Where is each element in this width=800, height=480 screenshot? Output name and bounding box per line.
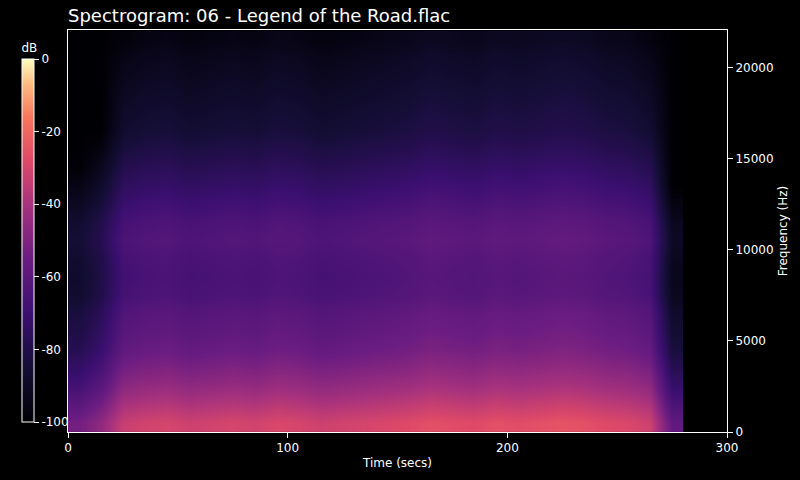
svg-text:dB: dB bbox=[21, 41, 37, 55]
svg-text:300: 300 bbox=[716, 441, 739, 455]
svg-text:0: 0 bbox=[64, 441, 72, 455]
svg-text:-20: -20 bbox=[41, 125, 61, 139]
svg-text:-100: -100 bbox=[41, 415, 68, 429]
svg-text:15000: 15000 bbox=[735, 152, 773, 166]
svg-text:Spectrogram: 06 - Legend of th: Spectrogram: 06 - Legend of the Road.fla… bbox=[68, 5, 450, 26]
svg-text:-80: -80 bbox=[41, 343, 61, 357]
svg-text:20000: 20000 bbox=[735, 61, 773, 75]
svg-text:10000: 10000 bbox=[735, 243, 773, 257]
svg-text:100: 100 bbox=[276, 441, 299, 455]
svg-text:200: 200 bbox=[496, 441, 519, 455]
svg-text:-60: -60 bbox=[41, 270, 61, 284]
svg-text:0: 0 bbox=[41, 52, 49, 66]
svg-text:0: 0 bbox=[735, 425, 743, 439]
svg-text:-40: -40 bbox=[41, 197, 61, 211]
svg-text:Frequency (Hz): Frequency (Hz) bbox=[776, 186, 790, 277]
svg-text:Time (secs): Time (secs) bbox=[362, 456, 432, 470]
svg-text:5000: 5000 bbox=[735, 334, 766, 348]
